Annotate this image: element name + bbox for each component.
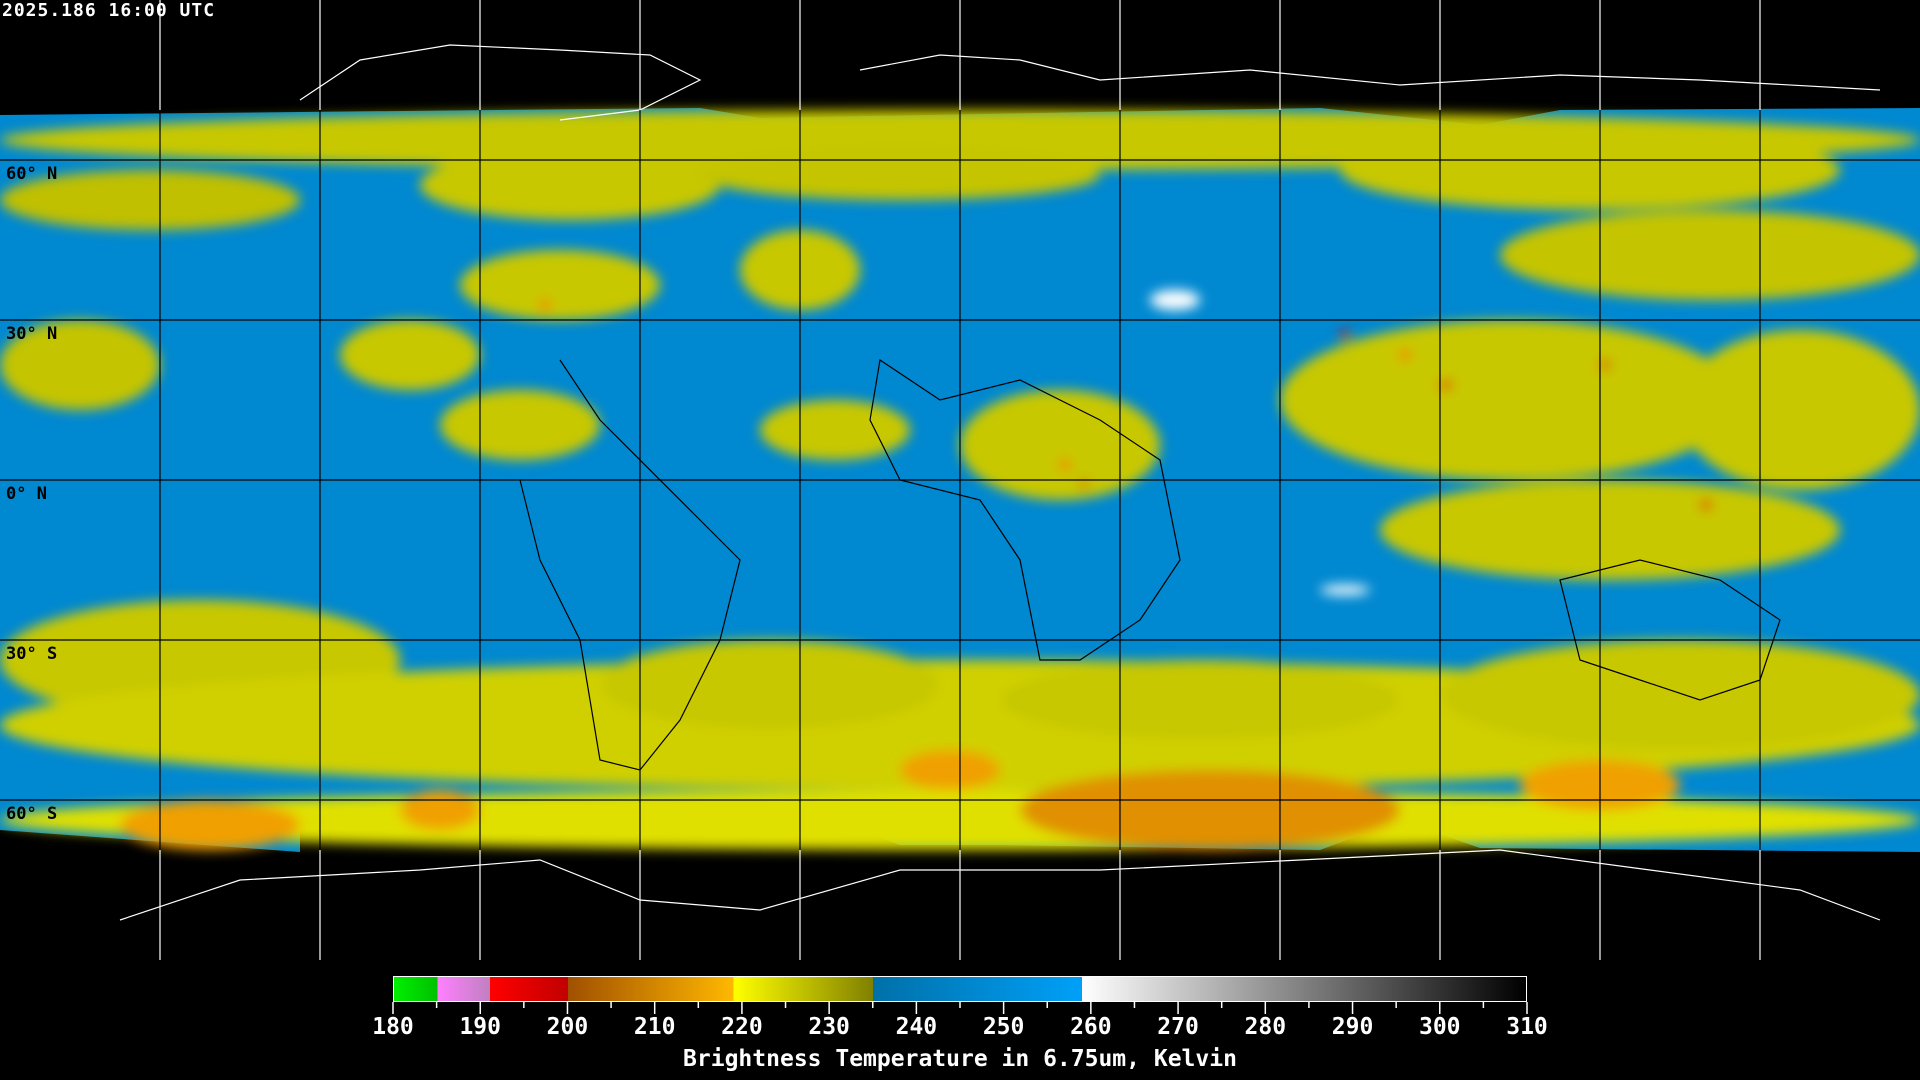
moisture-feature bbox=[1340, 130, 1840, 210]
colorbar-tick-label: 260 bbox=[1070, 1014, 1112, 1040]
moisture-feature bbox=[460, 250, 660, 320]
timestamp: 2025.186 16:00 UTC bbox=[2, 0, 216, 21]
moisture-feature bbox=[1600, 360, 1610, 370]
moisture-feature bbox=[1440, 380, 1452, 390]
moisture-feature bbox=[0, 170, 300, 230]
moisture-feature bbox=[1500, 210, 1920, 300]
latitude-label: 60° S bbox=[6, 804, 58, 824]
moisture-feature bbox=[1680, 330, 1920, 490]
colorbar-tick-label: 290 bbox=[1331, 1014, 1374, 1040]
latitude-label: 0° N bbox=[6, 484, 47, 504]
colorbar-title: Brightness Temperature in 6.75um, Kelvin bbox=[683, 1046, 1237, 1072]
moisture-feature bbox=[1020, 770, 1400, 850]
colorbar-tick-label: 270 bbox=[1157, 1014, 1199, 1040]
latitude-label: 30° N bbox=[6, 324, 58, 344]
moisture-feature bbox=[900, 750, 1000, 790]
colorbar-tick-label: 200 bbox=[546, 1014, 589, 1040]
colorbar-tick-label: 220 bbox=[721, 1014, 763, 1040]
moisture-feature bbox=[1400, 350, 1410, 360]
colorbar-tick-label: 210 bbox=[633, 1014, 676, 1040]
water-vapor-map bbox=[0, 0, 1920, 960]
moisture-feature bbox=[760, 400, 910, 460]
moisture-feature bbox=[340, 320, 480, 390]
moisture-feature bbox=[440, 390, 600, 460]
moisture-feature bbox=[400, 790, 480, 830]
moisture-feature bbox=[1440, 640, 1920, 750]
moisture-feature bbox=[1000, 660, 1400, 740]
moisture-feature bbox=[420, 150, 720, 220]
moisture-feature bbox=[600, 640, 940, 730]
moisture-feature bbox=[1280, 320, 1740, 480]
lat-lon-grid bbox=[159, 0, 1761, 960]
colorbar-tick-label: 230 bbox=[808, 1014, 850, 1040]
moisture-feature bbox=[540, 300, 550, 310]
colorbar-tick-label: 300 bbox=[1418, 1014, 1461, 1040]
moisture-feature bbox=[1320, 585, 1370, 595]
moisture-feature bbox=[120, 800, 300, 850]
moisture-feature bbox=[1150, 290, 1200, 310]
colorbar-tick-label: 190 bbox=[459, 1014, 501, 1040]
colorbar-tick-label: 280 bbox=[1244, 1014, 1287, 1040]
moisture-feature bbox=[1340, 330, 1350, 340]
moisture-feature bbox=[700, 150, 1100, 200]
moisture-feature bbox=[1700, 500, 1712, 510]
moisture-feature bbox=[0, 320, 160, 410]
colorbar bbox=[393, 976, 1527, 1002]
latitude-label: 30° S bbox=[6, 644, 58, 664]
colorbar-tick-label: 250 bbox=[982, 1014, 1025, 1040]
colorbar-tick-label: 180 bbox=[372, 1014, 414, 1040]
moisture-feature bbox=[1060, 460, 1070, 470]
moisture-feature bbox=[1080, 480, 1088, 488]
colorbar-tick-label: 310 bbox=[1506, 1014, 1548, 1040]
latitude-label: 60° N bbox=[6, 164, 58, 184]
moisture-feature bbox=[1380, 480, 1840, 580]
colorbar-tick-label: 240 bbox=[895, 1014, 938, 1040]
moisture-feature bbox=[960, 390, 1160, 500]
